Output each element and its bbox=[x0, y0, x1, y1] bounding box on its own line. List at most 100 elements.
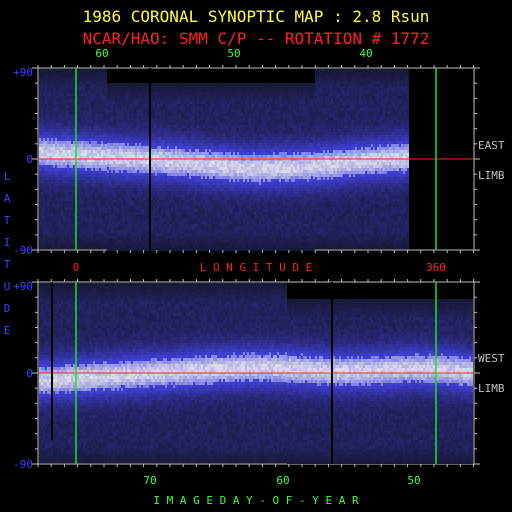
map-cell bbox=[167, 128, 169, 131]
map-cell bbox=[51, 117, 53, 120]
map-cell bbox=[105, 138, 107, 141]
map-cell bbox=[181, 98, 183, 101]
map-cell bbox=[107, 143, 109, 146]
map-cell bbox=[51, 219, 53, 222]
map-cell bbox=[55, 114, 57, 117]
map-cell bbox=[169, 182, 171, 185]
map-cell bbox=[153, 140, 155, 143]
map-cell bbox=[41, 189, 43, 192]
map-cell bbox=[117, 146, 119, 149]
map-cell bbox=[171, 188, 173, 191]
map-cell bbox=[139, 134, 141, 137]
map-cell bbox=[103, 207, 105, 210]
map-cell bbox=[131, 110, 133, 113]
map-cell bbox=[121, 215, 123, 218]
map-cell bbox=[137, 179, 139, 182]
map-cell bbox=[79, 81, 81, 84]
map-cell bbox=[181, 89, 183, 92]
map-cell bbox=[177, 170, 179, 173]
map-cell bbox=[167, 218, 169, 221]
map-cell bbox=[119, 167, 121, 170]
map-cell bbox=[79, 204, 81, 207]
map-cell bbox=[73, 153, 75, 156]
map-cell bbox=[51, 198, 53, 201]
map-cell bbox=[55, 246, 57, 249]
map-cell bbox=[119, 95, 121, 98]
map-cell bbox=[127, 113, 129, 116]
map-cell bbox=[173, 110, 175, 113]
map-cell bbox=[147, 191, 149, 194]
map-cell bbox=[41, 201, 43, 204]
map-cell bbox=[159, 149, 161, 152]
map-cell bbox=[77, 219, 79, 222]
map-cell bbox=[67, 216, 69, 219]
map-cell bbox=[97, 81, 99, 84]
map-cell bbox=[139, 200, 141, 203]
map-cell bbox=[177, 176, 179, 179]
map-cell bbox=[137, 221, 139, 224]
map-cell bbox=[91, 75, 93, 78]
map-cell bbox=[65, 174, 67, 177]
map-cell bbox=[101, 201, 103, 204]
map-cell bbox=[131, 167, 133, 170]
map-cell bbox=[169, 167, 171, 170]
map-cell bbox=[51, 192, 53, 195]
map-cell bbox=[181, 146, 183, 149]
map-cell bbox=[77, 150, 79, 153]
map-cell bbox=[143, 164, 145, 167]
map-cell bbox=[161, 182, 163, 185]
map-cell bbox=[159, 167, 161, 170]
map-cell bbox=[65, 78, 67, 81]
map-cell bbox=[105, 165, 107, 168]
map-cell bbox=[99, 129, 101, 132]
map-cell bbox=[39, 162, 41, 165]
map-cell bbox=[173, 164, 175, 167]
map-cell bbox=[59, 84, 61, 87]
map-cell bbox=[133, 86, 135, 89]
map-cell bbox=[113, 173, 115, 176]
map-cell bbox=[113, 200, 115, 203]
map-cell bbox=[135, 215, 137, 218]
map-cell bbox=[139, 98, 141, 101]
map-cell bbox=[57, 75, 59, 78]
map-cell bbox=[159, 92, 161, 95]
map-cell bbox=[55, 225, 57, 228]
map-cell bbox=[57, 111, 59, 114]
map-cell bbox=[129, 185, 131, 188]
map-cell bbox=[99, 93, 101, 96]
map-cell bbox=[155, 200, 157, 203]
map-cell bbox=[53, 195, 55, 198]
map-cell bbox=[157, 122, 159, 125]
map-cell bbox=[111, 191, 113, 194]
map-cell bbox=[145, 215, 147, 218]
map-cell bbox=[77, 171, 79, 174]
map-cell bbox=[161, 86, 163, 89]
map-cell bbox=[165, 221, 167, 224]
map-cell bbox=[173, 128, 175, 131]
map-cell bbox=[71, 183, 73, 186]
map-cell bbox=[83, 216, 85, 219]
map-cell bbox=[141, 149, 143, 152]
map-cell bbox=[89, 117, 91, 120]
map-cell bbox=[77, 162, 79, 165]
map-cell bbox=[81, 99, 83, 102]
map-cell bbox=[41, 129, 43, 132]
map-cell bbox=[45, 75, 47, 78]
map-cell bbox=[109, 212, 111, 215]
map-cell bbox=[173, 137, 175, 140]
map-cell bbox=[173, 188, 175, 191]
map-cell bbox=[109, 134, 111, 137]
map-cell bbox=[103, 144, 105, 147]
map-cell bbox=[171, 107, 173, 110]
map-cell bbox=[71, 201, 73, 204]
map-cell bbox=[175, 125, 177, 128]
map-cell bbox=[63, 96, 65, 99]
map-cell bbox=[83, 105, 85, 108]
map-cell bbox=[127, 215, 129, 218]
map-cell bbox=[157, 191, 159, 194]
map-cell bbox=[49, 147, 51, 150]
map-cell bbox=[157, 137, 159, 140]
map-cell bbox=[83, 231, 85, 234]
map-cell bbox=[121, 167, 123, 170]
map-cell bbox=[43, 204, 45, 207]
